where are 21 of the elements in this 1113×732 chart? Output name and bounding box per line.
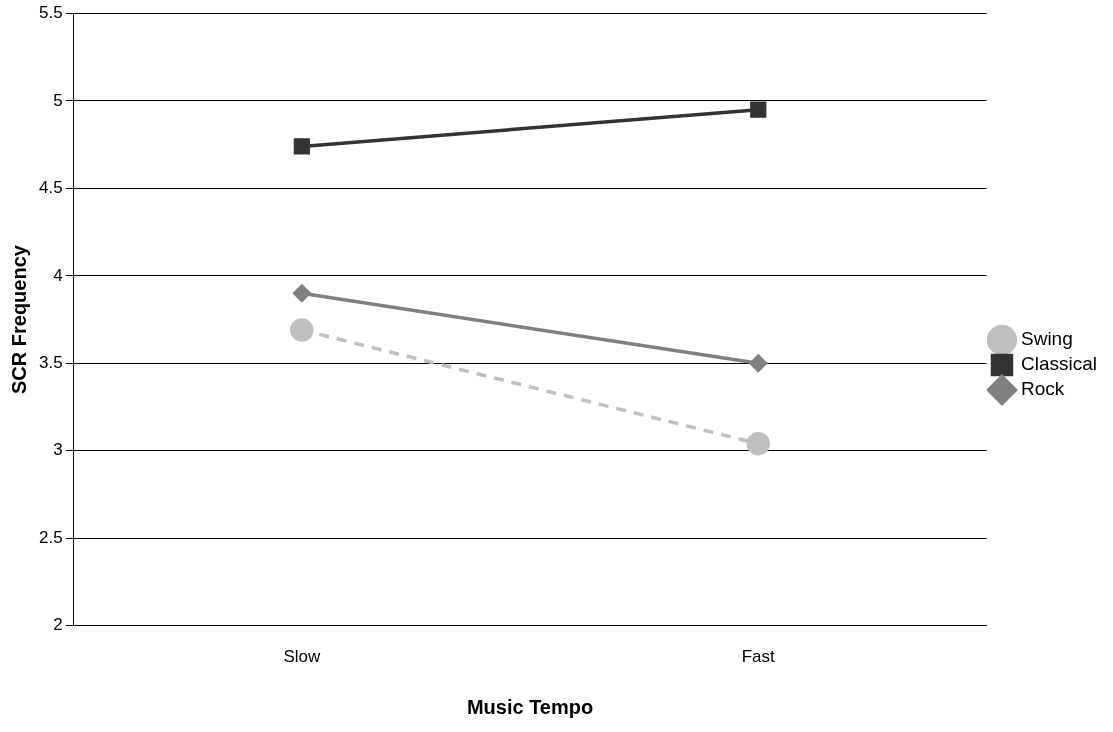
y-tick-label: 3.5 — [38, 352, 63, 372]
point — [750, 101, 767, 118]
point — [746, 431, 771, 456]
x-axis-title: Music Tempo — [466, 695, 594, 718]
x-tick-label: Slow — [283, 647, 321, 667]
y-tick-label: 2 — [53, 615, 63, 635]
point — [749, 354, 768, 373]
y-tick-label: 3 — [53, 440, 63, 460]
x-tick-label: Fast — [741, 647, 776, 667]
legend-label: Classical — [1020, 353, 1098, 375]
point — [293, 284, 311, 303]
legend-label: Rock — [1020, 378, 1065, 400]
y-axis-title: SCR Frequency — [7, 244, 30, 395]
legend-label: Swing — [1020, 328, 1073, 350]
point — [290, 318, 314, 342]
y-tick-label: 2.5 — [38, 527, 63, 547]
y-tick-label: 5.5 — [38, 3, 63, 23]
y-tick-label: 4.5 — [38, 178, 63, 198]
y-tick-label: 5 — [53, 90, 63, 110]
point — [293, 138, 310, 155]
y-tick-label: 4 — [53, 265, 63, 285]
